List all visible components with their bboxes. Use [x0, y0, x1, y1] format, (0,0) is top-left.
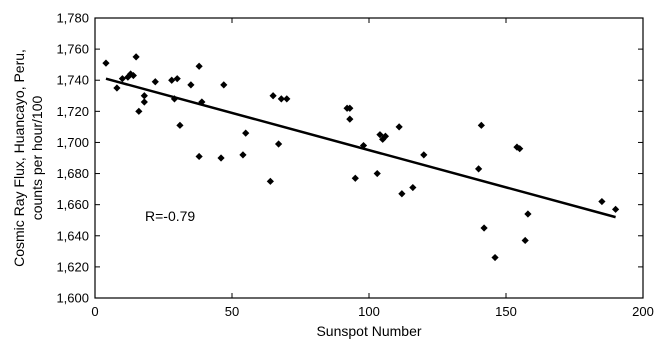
y-tick-label: 1,780 — [56, 11, 89, 26]
y-axis-title-line-2: counts per hour/100 — [29, 96, 45, 221]
x-tick-label: 100 — [358, 304, 380, 319]
data-point — [346, 115, 354, 123]
data-point — [135, 107, 143, 115]
y-axis-title: Cosmic Ray Flux, Huancayo, Peru, counts … — [11, 49, 45, 267]
y-tick-label: 1,620 — [56, 259, 89, 274]
x-tick-label: 200 — [632, 304, 654, 319]
x-tick-label: 0 — [91, 304, 98, 319]
data-point — [409, 183, 417, 192]
y-tick-label: 1,700 — [56, 135, 89, 150]
correlation-annotation: R=-0.79 — [145, 208, 195, 224]
data-point — [491, 253, 499, 262]
data-point — [198, 98, 206, 106]
plot-frame — [94, 17, 644, 299]
x-tick-label: 150 — [495, 304, 517, 319]
data-point — [274, 140, 283, 148]
data-point — [398, 190, 406, 198]
data-point — [129, 71, 137, 80]
data-point — [151, 78, 159, 86]
x-tick-label: 50 — [225, 304, 239, 319]
data-point — [381, 132, 390, 140]
y-tick-label: 1,600 — [56, 291, 89, 306]
data-point — [118, 75, 126, 83]
data-point — [269, 92, 277, 100]
y-tick-label: 1,720 — [56, 104, 89, 119]
data-point — [346, 104, 354, 112]
data-point — [168, 76, 176, 84]
trendline — [105, 77, 616, 219]
data-point — [176, 121, 184, 129]
data-point — [195, 62, 203, 70]
data-point — [140, 92, 148, 100]
data-point — [521, 236, 529, 245]
y-tick-label: 1,640 — [56, 228, 89, 243]
y-tick-label: 1,660 — [56, 197, 89, 212]
data-points — [102, 53, 620, 262]
data-point — [220, 81, 228, 89]
data-point — [242, 129, 250, 137]
data-point — [475, 165, 483, 173]
data-point — [195, 152, 203, 161]
data-point — [127, 70, 135, 78]
data-point — [239, 151, 247, 159]
data-point — [187, 81, 195, 89]
data-point — [217, 154, 225, 162]
data-point — [480, 224, 488, 232]
data-point — [373, 169, 381, 178]
data-point — [351, 174, 359, 182]
x-axis-title: Sunspot Number — [316, 323, 421, 339]
data-point — [598, 197, 606, 206]
data-point — [140, 98, 148, 106]
axis-ticks: 1,600 1,620 1,640 1,660 1,680 1,700 1,720 1,740… — [56, 11, 653, 320]
data-point — [612, 205, 620, 213]
y-tick-label: 1,740 — [56, 73, 89, 88]
data-point — [420, 151, 428, 159]
y-tick-label: 1,760 — [56, 42, 89, 57]
data-point — [395, 123, 403, 131]
data-point — [173, 75, 181, 83]
data-point — [477, 121, 485, 129]
y-axis-title-line-1: Cosmic Ray Flux, Huancayo, Peru, — [11, 49, 27, 267]
data-point — [277, 95, 285, 103]
y-tick-label: 1,680 — [56, 166, 89, 181]
data-point — [266, 177, 274, 185]
data-point — [113, 84, 121, 92]
data-point — [102, 59, 110, 67]
data-point — [283, 95, 291, 103]
data-point — [516, 145, 524, 153]
data-point — [376, 131, 384, 139]
data-point — [132, 53, 140, 61]
data-point — [524, 210, 532, 218]
